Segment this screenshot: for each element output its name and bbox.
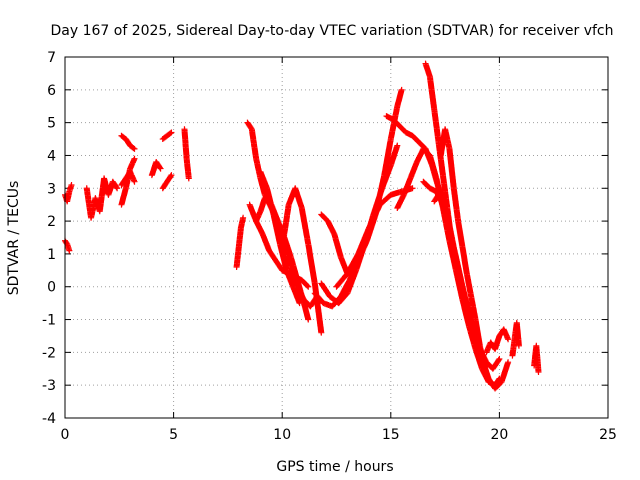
data-point-trail — [62, 61, 542, 391]
y-tick-label: 5 — [47, 116, 56, 132]
x-tick-label: 5 — [169, 427, 178, 443]
axis-ticks: 0 5 10 15 20 25 -4 -3 -2 -1 0 1 2 3 4 5 6 7 — [42, 50, 617, 443]
y-tick-label: 2 — [47, 214, 56, 230]
chart-title: Day 167 of 2025, Sidereal Day-to-day VTE… — [50, 23, 613, 39]
plot-frame — [64, 56, 609, 419]
x-tick-label: 15 — [382, 427, 400, 443]
y-tick-label: -4 — [42, 411, 56, 427]
y-tick-label: 1 — [47, 247, 56, 263]
y-tick-label: -2 — [42, 345, 56, 361]
x-tick-label: 10 — [273, 427, 291, 443]
y-tick-label: -3 — [42, 378, 56, 394]
x-axis-label: GPS time / hours — [276, 459, 393, 475]
y-tick-label: 6 — [47, 83, 56, 99]
y-tick-label: 4 — [47, 148, 56, 164]
y-tick-label: 3 — [47, 181, 56, 197]
y-tick-label: 7 — [47, 50, 56, 66]
y-axis-label: SDTVAR / TECUs — [6, 181, 22, 296]
data-points — [62, 60, 542, 392]
y-tick-label: 0 — [47, 280, 56, 296]
x-tick-label: 20 — [490, 427, 508, 443]
x-tick-label: 0 — [61, 427, 70, 443]
x-tick-label: 25 — [599, 427, 617, 443]
y-tick-label: -1 — [42, 313, 56, 329]
